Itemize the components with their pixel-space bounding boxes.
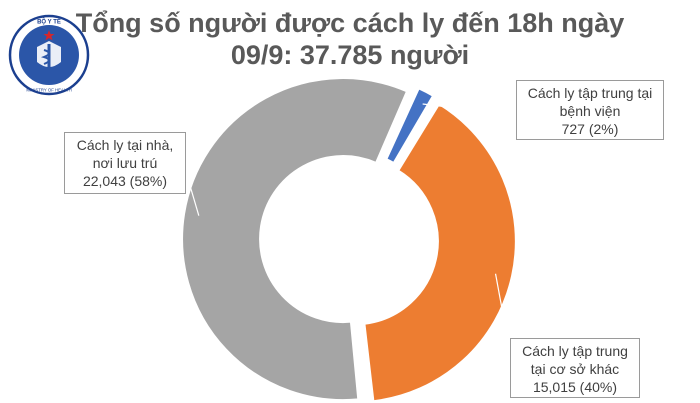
callout-home-line3: 22,043 (58%) <box>82 173 168 189</box>
slice-hospital <box>384 86 435 165</box>
chart-title-line2: 09/9: 37.785 người <box>230 40 470 70</box>
svg-text:BỘ Y TẾ: BỘ Y TẾ <box>37 18 61 26</box>
callout-home-line2: nơi lưu trú <box>92 155 158 171</box>
callout-facility-line3: 15,015 (40%) <box>532 379 618 395</box>
leader-line-hospital <box>422 103 517 116</box>
ministry-of-health-logo: BỘ Y TẾ MINISTRY OF HEALTH <box>8 14 90 96</box>
callout-hospital-line1: Cách ly tập trung tại <box>527 85 653 101</box>
callout-facility: Cách ly tập trung tại cơ sở khác 15,015 … <box>510 338 640 398</box>
callout-home-line1: Cách ly tại nhà, <box>76 137 174 153</box>
callout-facility-line2: tại cơ sở khác <box>530 361 620 377</box>
callout-hospital: Cách ly tập trung tại bệnh viện 727 (2%) <box>516 80 664 140</box>
callout-facility-line1: Cách ly tập trung <box>522 343 628 359</box>
callout-hospital-line3: 727 (2%) <box>561 121 619 137</box>
slice-home <box>181 77 409 401</box>
chart-title-line1: Tổng số người được cách ly đến 18h ngày <box>75 8 625 38</box>
callout-home: Cách ly tại nhà, nơi lưu trú 22,043 (58%… <box>64 132 186 194</box>
leader-line-home <box>185 171 200 216</box>
slice-facility <box>363 102 517 403</box>
leader-line-facility <box>494 273 511 353</box>
callout-hospital-line2: bệnh viện <box>559 103 621 119</box>
svg-text:MINISTRY OF HEALTH: MINISTRY OF HEALTH <box>26 88 71 93</box>
